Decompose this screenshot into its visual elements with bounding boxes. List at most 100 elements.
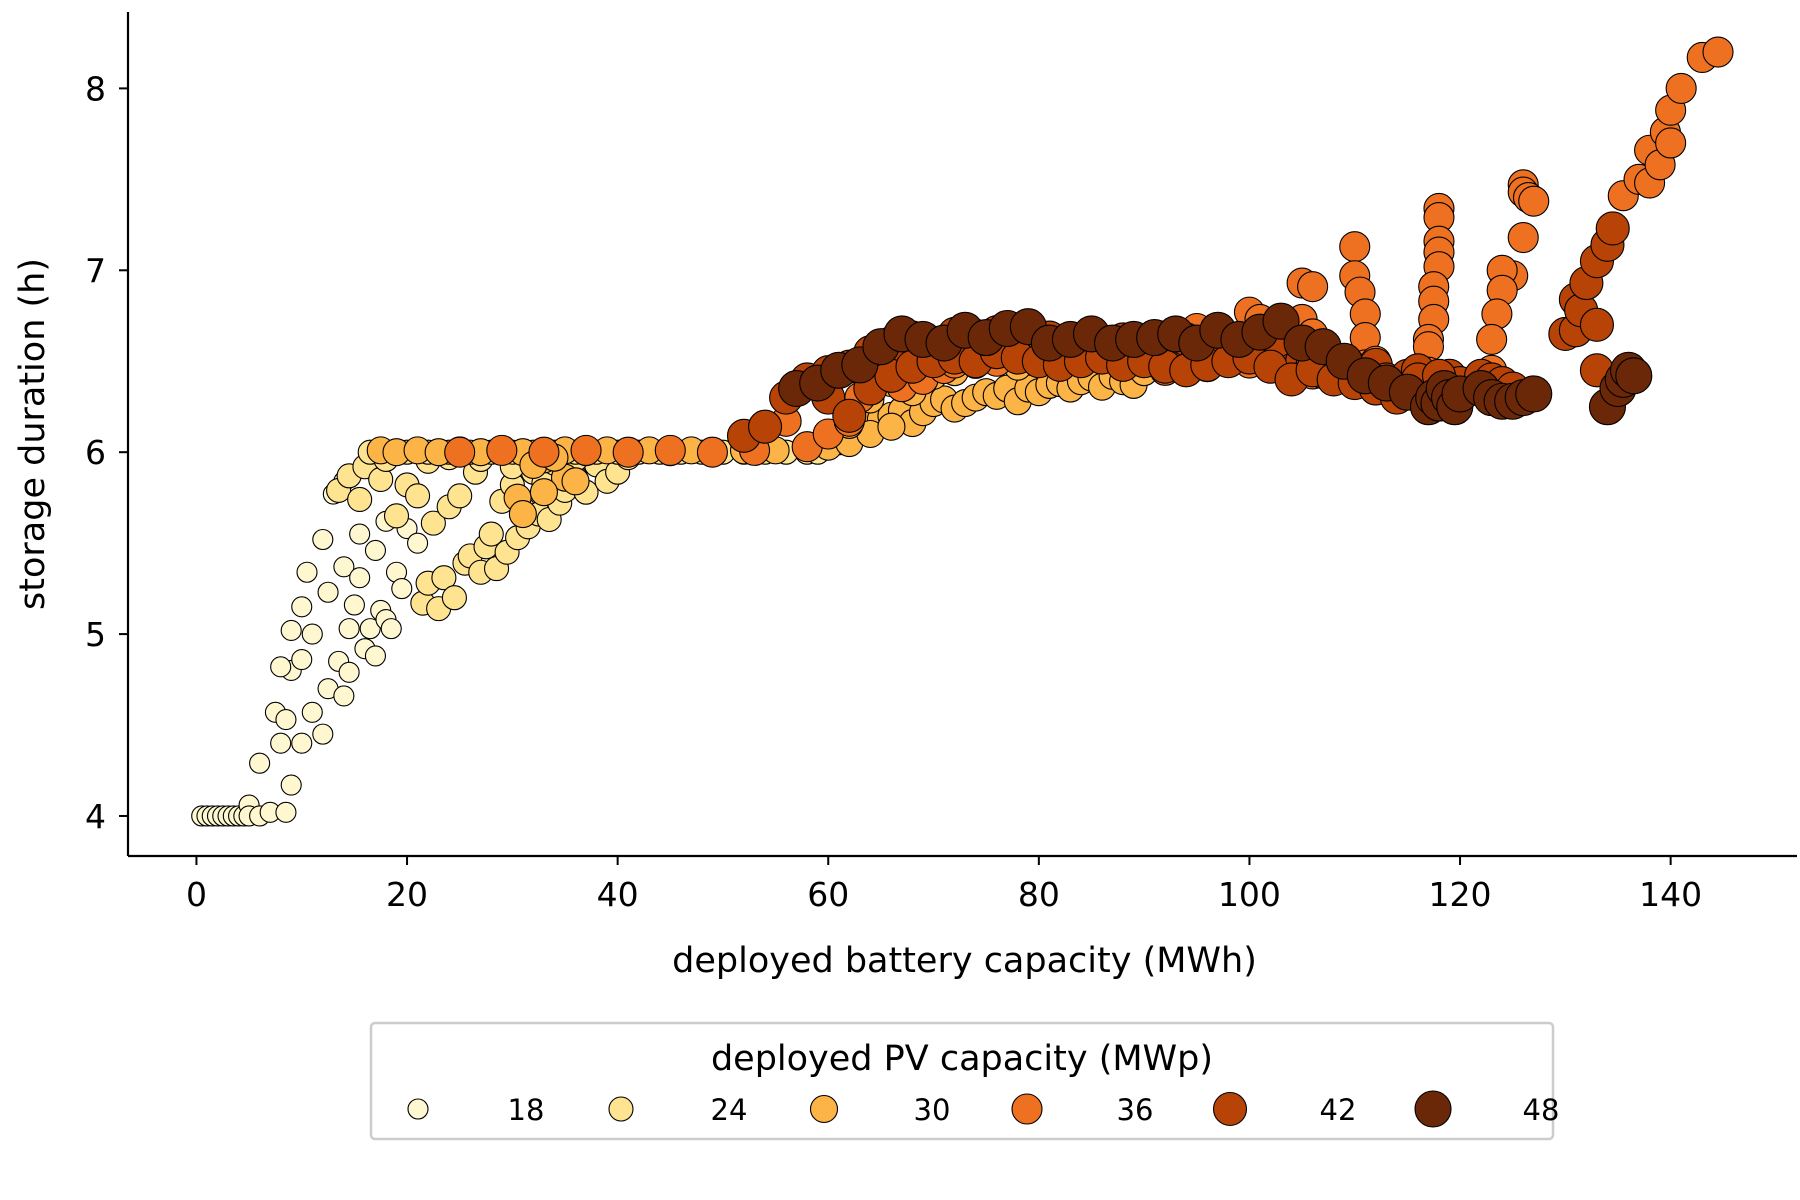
data-point-pv-42 (1595, 211, 1630, 246)
data-point-pv-30 (877, 412, 906, 441)
legend-marker (407, 1098, 429, 1120)
legend-frame (369, 1021, 1555, 1141)
data-point-pv-36 (1297, 271, 1329, 303)
data-point-pv-36 (1339, 231, 1371, 263)
legend-marker (1011, 1093, 1043, 1125)
x-tick-label: 120 (1429, 875, 1492, 914)
legend-marker (608, 1096, 634, 1122)
data-point-pv-18 (380, 618, 402, 640)
data-point-pv-42 (832, 398, 867, 433)
data-point-pv-24 (431, 565, 457, 591)
x-tick-label: 60 (807, 875, 849, 914)
data-point-pv-36 (1655, 127, 1687, 159)
data-point-pv-18 (296, 561, 318, 583)
y-tick-label: 8 (85, 69, 106, 108)
data-point-pv-30 (561, 467, 590, 496)
data-point-pv-36 (1665, 72, 1697, 104)
legend-label: 18 (508, 1093, 545, 1127)
data-point-pv-42 (748, 409, 783, 444)
data-point-pv-18 (349, 567, 371, 589)
data-point-pv-24 (447, 483, 473, 509)
y-tick-label: 4 (85, 797, 106, 836)
y-tick-label: 6 (85, 433, 106, 472)
data-point-pv-18 (317, 581, 339, 603)
y-axis-ticks: 4 5 6 7 8 (85, 69, 128, 836)
data-point-pv-18 (301, 701, 323, 723)
data-point-pv-24 (478, 521, 504, 547)
x-tick-label: 20 (386, 875, 428, 914)
legend-title: deployed PV capacity (MWp) (711, 1039, 1213, 1079)
data-point-pv-18 (364, 645, 387, 667)
legend-label: 36 (1117, 1093, 1154, 1127)
legend-marker (1212, 1091, 1248, 1127)
data-point-pv-18 (333, 556, 355, 578)
data-point-pv-24 (420, 510, 446, 536)
data-point-pv-36 (444, 436, 476, 468)
x-tick-label: 0 (186, 875, 207, 914)
x-tick-label: 80 (1018, 875, 1060, 914)
data-point-pv-36 (1518, 185, 1550, 217)
data-point-pv-18 (270, 656, 292, 678)
data-point-pv-18 (349, 523, 371, 545)
x-axis-ticks: 0 20 40 60 80 100 120 140 (186, 856, 1702, 914)
data-point-pv-18 (301, 623, 323, 645)
data-point-pv-36 (1481, 298, 1513, 330)
data-point-pv-18 (270, 732, 292, 754)
data-point-pv-18 (391, 578, 413, 600)
data-point-pv-18 (359, 618, 381, 640)
legend-label: 48 (1523, 1093, 1560, 1127)
axes (126, 12, 1797, 858)
data-point-pv-24 (383, 503, 410, 529)
data-point-pv-24 (347, 486, 373, 513)
x-tick-label: 140 (1639, 875, 1702, 914)
x-tick-label: 100 (1218, 875, 1281, 914)
data-point-pv-36 (528, 436, 560, 468)
data-point-pv-18 (291, 649, 313, 671)
data-point-pv-36 (1702, 36, 1734, 68)
legend-label: 30 (914, 1093, 951, 1127)
data-point-pv-18 (312, 723, 334, 745)
data-point-pv-18 (312, 528, 334, 551)
legend-label: 24 (711, 1093, 748, 1127)
data-point-pv-36 (696, 436, 728, 468)
data-point-pv-18 (338, 618, 360, 640)
data-point-pv-36 (1476, 323, 1508, 355)
data-point-pv-18 (407, 532, 429, 554)
data-point-pv-24 (405, 483, 431, 509)
data-point-pv-18 (333, 685, 355, 707)
data-point-pv-18 (291, 732, 313, 754)
data-point-pv-30 (529, 478, 558, 507)
data-point-pv-36 (654, 434, 686, 466)
y-tick-label: 7 (85, 251, 106, 290)
data-points (191, 36, 1734, 827)
data-point-pv-18 (249, 752, 271, 774)
data-point-pv-18 (338, 661, 360, 683)
data-point-pv-42 (1579, 307, 1614, 342)
x-axis-label: deployed battery capacity (MWh) (672, 941, 1257, 981)
data-point-pv-36 (1507, 222, 1539, 254)
legend: deployed PV capacity (MWp) 18 24 30 36 42 48 (369, 1021, 1560, 1141)
data-point-pv-18 (280, 774, 302, 796)
data-point-pv-18 (364, 539, 387, 561)
data-point-pv-18 (343, 594, 365, 616)
data-point-pv-18 (275, 709, 297, 731)
legend-label: 42 (1320, 1093, 1357, 1127)
data-point-pv-48 (1515, 375, 1553, 413)
y-tick-label: 5 (85, 615, 106, 654)
data-point-pv-48 (1615, 357, 1653, 395)
legend-entries: 18 24 30 36 42 48 (407, 1090, 1560, 1128)
x-tick-label: 40 (597, 875, 639, 914)
data-point-pv-24 (441, 585, 467, 611)
data-point-pv-18 (280, 619, 302, 641)
data-point-pv-18 (291, 596, 313, 618)
y-axis-label: storage duration (h) (13, 258, 53, 610)
legend-marker (1414, 1090, 1452, 1128)
data-point-pv-36 (570, 434, 602, 466)
data-point-pv-18 (275, 801, 297, 823)
data-point-pv-36 (486, 434, 518, 466)
data-point-pv-36 (612, 436, 644, 468)
data-point-pv-30 (508, 499, 537, 529)
legend-marker (809, 1094, 839, 1124)
